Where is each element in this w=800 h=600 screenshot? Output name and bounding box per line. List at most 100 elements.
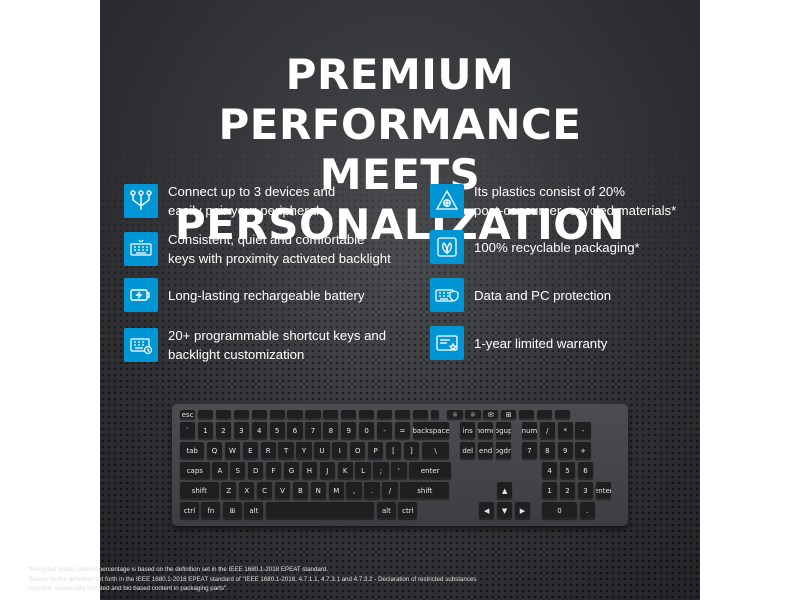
keyboard-key [430, 410, 439, 419]
footnote-recycled: *Recycled plastic content percentage is … [28, 566, 329, 573]
keyboard-key: C [256, 482, 273, 499]
keyboard-key: 6 [287, 422, 303, 439]
keyboard-key: W [224, 442, 241, 459]
keyboard-key: B [292, 482, 309, 499]
feature-multi-device: Connect up to 3 devices and easily pair … [124, 182, 335, 220]
keyboard-key [323, 410, 339, 419]
headline-line-2: MEETS PERSONALIZATION [174, 150, 626, 249]
keyboard-key: fn [201, 502, 221, 519]
keyboard-key: 8 [323, 422, 339, 439]
keyboard-key: M [328, 482, 344, 499]
feature-text: Its plastics consist of 20% post-consume… [474, 184, 677, 218]
keyboard-key: 3 [577, 482, 594, 499]
keyboard-key: = [394, 422, 411, 439]
keyboard-key [251, 410, 267, 419]
keyboard-key: E [242, 442, 258, 459]
feature-battery: Long-lasting rechargeable battery [124, 278, 364, 312]
keyboard-key: ⊞ [222, 502, 242, 519]
keyboard-key: 7 [305, 422, 321, 439]
recycle-triangle-icon [430, 184, 464, 218]
keyboard-key: D [248, 462, 264, 479]
headline-line-1: PREMIUM PERFORMANCE [218, 50, 582, 149]
keyboard-key: ins [460, 422, 476, 439]
keyboard-key: 0 [542, 502, 577, 519]
keyboard-key: - [376, 422, 393, 439]
keyboard-key: 5 [559, 462, 576, 479]
keyboard-key: J [319, 462, 335, 479]
feature-text: Data and PC protection [474, 287, 612, 303]
keyboard-key: del [460, 442, 476, 459]
keyboard-key [536, 410, 553, 419]
shortcut-keys-icon [124, 328, 158, 362]
keyboard-key: K [337, 462, 353, 479]
keyboard-key [359, 410, 375, 419]
keyboard-key: Z [221, 482, 237, 499]
feature-warranty: 1-year limited warranty [430, 326, 607, 360]
keyboard-key: X [239, 482, 255, 499]
feature-data-protection: Data and PC protection [430, 278, 611, 312]
feature-text: Long-lasting rechargeable battery [168, 287, 365, 303]
keyboard-key [518, 410, 535, 419]
keyboard-key: end [477, 442, 494, 459]
keyboard-key: 5 [269, 422, 285, 439]
leaf-packaging-icon [430, 230, 464, 264]
keyboard-key: home [477, 422, 494, 439]
keyboard-key: ` [180, 422, 196, 439]
keyboard-key: G [283, 462, 300, 479]
keyboard-key: + [575, 442, 591, 459]
keyboard-key [376, 410, 393, 419]
keyboard-key: Y [296, 442, 312, 459]
keyboard-key: 0 [359, 422, 375, 439]
keyboard-key: ctrl [180, 502, 199, 519]
keyboard-key [412, 410, 428, 419]
keyboard-key: 9 [341, 422, 357, 439]
keyboard-key: ctrl [398, 502, 418, 519]
keyboard-key: 1 [197, 422, 214, 439]
keyboard-key: ☼ [465, 410, 481, 419]
keyboard-key [265, 502, 375, 519]
feature-recycled-plastics: Its plastics consist of 20% post-consume… [430, 182, 676, 220]
keyboard-key: ☼ [447, 410, 463, 419]
keyboard-key: S [230, 462, 246, 479]
keyboard-key: enter [595, 482, 611, 499]
keyboard-key: ⊞ [501, 410, 517, 419]
keyboard-key: 9 [557, 442, 573, 459]
keyboard-key: N [310, 482, 326, 499]
keyboard-key: O [350, 442, 366, 459]
keyboard-key: pgdn [495, 442, 512, 459]
keyboard-backlight-icon [124, 232, 158, 266]
keyboard-key: R [260, 442, 276, 459]
keyboard-key: num [521, 422, 538, 439]
keyboard-key: shift [400, 482, 450, 499]
feature-recyclable-packaging: 100% recyclable packaging* [430, 230, 640, 264]
keyboard-key: 4 [542, 462, 558, 479]
feature-text: Connect up to 3 devices and easily pair … [168, 184, 336, 218]
keyboard-key [215, 410, 232, 419]
keyboard-key: / [382, 482, 398, 499]
keyboard-key: caps [180, 462, 210, 479]
keyboard-key: / [539, 422, 555, 439]
feature-text: 1-year limited warranty [474, 335, 608, 351]
keyboard-key: U [314, 442, 330, 459]
feature-backlit-keys: Consistent, quiet and comfortable keys w… [124, 230, 391, 268]
keyboard-key: ◀ [479, 502, 495, 519]
keyboard-key: ▼ [496, 502, 513, 519]
keyboard-key: 6 [577, 462, 594, 479]
keyboard-key: 8 [539, 442, 555, 459]
keyboard-key: 7 [521, 442, 538, 459]
keyboard-key: ' [391, 462, 407, 479]
keyboard-key: pgup [495, 422, 512, 439]
keyboard-key: A [212, 462, 228, 479]
keyboard-key: \ [421, 442, 450, 459]
keyboard-key: 1 [542, 482, 558, 499]
keyboard-key [394, 410, 411, 419]
keyboard-key [233, 410, 249, 419]
feature-text: 20+ programmable shortcut keys and backl… [168, 328, 387, 362]
keyboard-key: H [301, 462, 318, 479]
battery-charge-icon [124, 278, 158, 312]
keyboard-key: Q [206, 442, 223, 459]
keyboard-key: shift [180, 482, 219, 499]
multi-device-icon [124, 184, 158, 218]
keyboard-key: 2 [215, 422, 232, 439]
keyboard-key: . [364, 482, 380, 499]
